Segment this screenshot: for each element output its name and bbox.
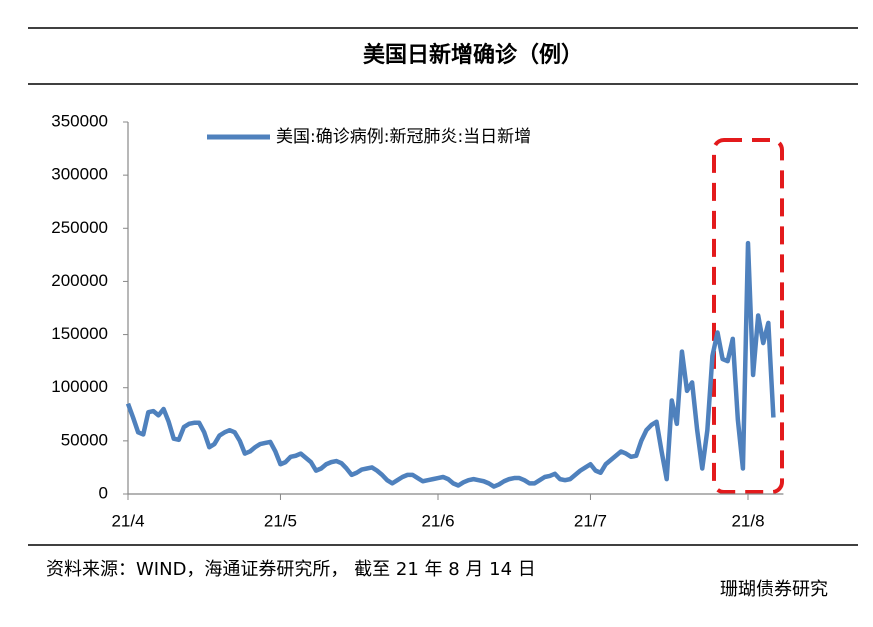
legend-label: 美国:确诊病例:新冠肺炎:当日新增	[276, 127, 531, 147]
highlight-box	[712, 138, 784, 494]
chart-title: 美国日新增确诊（例）	[363, 42, 583, 68]
y-tick-label: 350000	[51, 111, 108, 130]
y-tick-label: 250000	[51, 218, 108, 237]
y-tick-label: 0	[99, 483, 108, 502]
x-tick-label: 21/8	[731, 511, 764, 530]
x-tick-label: 21/6	[421, 511, 454, 530]
watermark: 珊瑚债券研究	[720, 579, 828, 600]
y-tick-label: 150000	[51, 324, 108, 343]
y-tick-label: 50000	[61, 430, 108, 449]
series-line	[125, 240, 776, 489]
y-tick-label: 300000	[51, 165, 108, 184]
x-tick-label: 21/7	[574, 511, 607, 530]
source-note: 资料来源：WIND，海通证券研究所， 截至 21 年 8 月 14 日	[46, 559, 536, 580]
x-tick-label: 21/5	[264, 511, 297, 530]
x-tick-label: 21/4	[111, 511, 144, 530]
y-tick-label: 100000	[51, 377, 108, 396]
y-tick-label: 200000	[51, 271, 108, 290]
